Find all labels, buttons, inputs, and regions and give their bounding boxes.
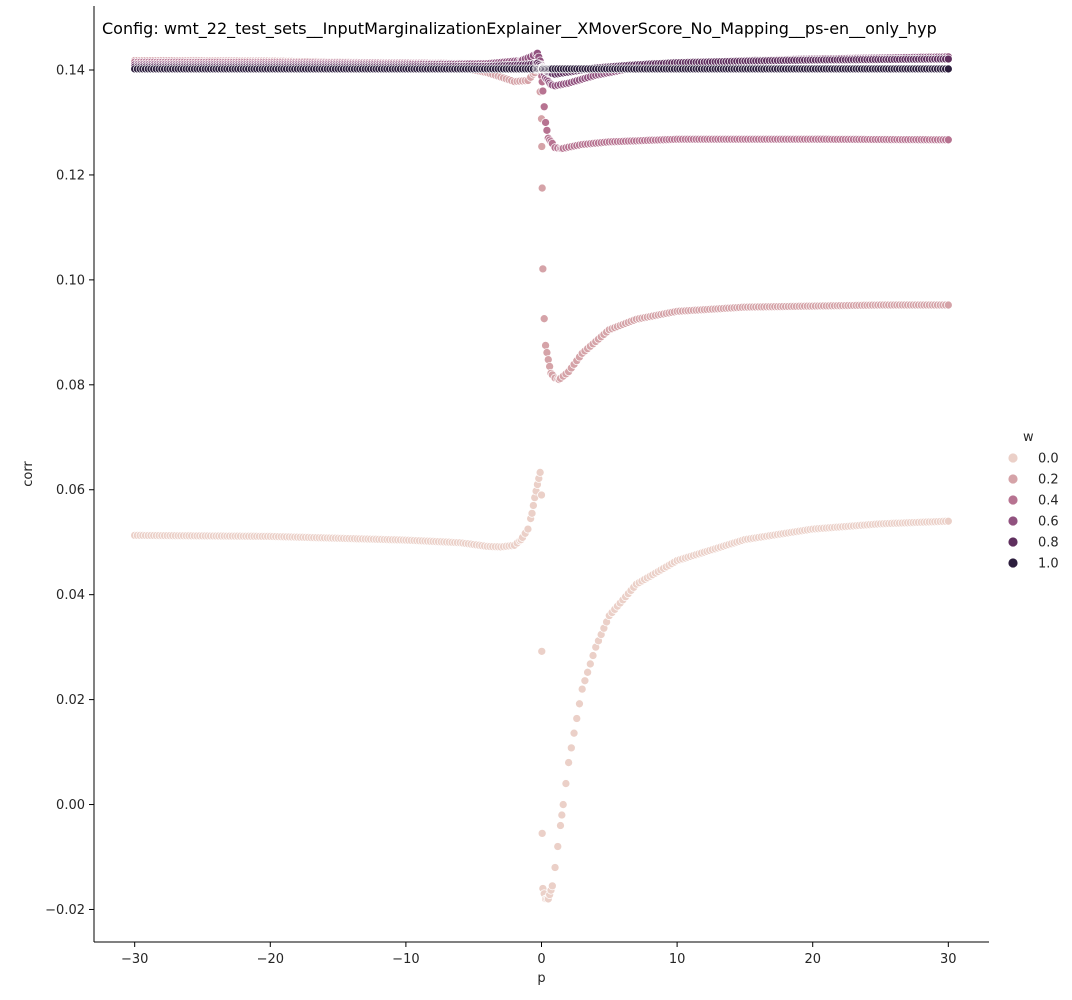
- legend: w 0.0 0.2 0.4 0.6 0.8 1.0: [1007, 430, 1059, 572]
- data-point: [585, 659, 595, 669]
- data-point: [542, 126, 552, 135]
- data-point: [541, 118, 550, 127]
- data-point: [523, 524, 533, 534]
- legend-label: 0.8: [1038, 536, 1059, 551]
- y-tick-label: 0.04: [56, 588, 85, 603]
- legend-marker: [1007, 515, 1019, 527]
- legend-label: 0.6: [1038, 515, 1059, 530]
- legend-label: 0.2: [1038, 473, 1059, 488]
- data-point: [539, 102, 549, 112]
- y-tick-label: 0.12: [56, 168, 85, 183]
- data-point: [564, 758, 573, 767]
- data-point: [943, 135, 953, 145]
- points-layer: [130, 48, 953, 904]
- y-axis-title: corr: [21, 461, 36, 487]
- y-tick-label: 0.08: [56, 378, 85, 393]
- y-tick-label: −0.02: [45, 903, 85, 918]
- legend-label: 1.0: [1038, 557, 1059, 572]
- data-point: [529, 501, 538, 510]
- legend-marker: [1007, 452, 1019, 464]
- data-point: [527, 508, 537, 518]
- data-point: [537, 183, 547, 193]
- x-tick-label: 0: [537, 952, 545, 967]
- data-point: [553, 842, 563, 851]
- x-tick-label: 30: [940, 952, 957, 967]
- data-point: [588, 651, 598, 660]
- legend-title: w: [1023, 430, 1034, 445]
- legend-marker: [1007, 494, 1019, 506]
- legend-label: 0.4: [1038, 494, 1059, 509]
- data-point: [537, 829, 547, 838]
- data-point: [537, 646, 547, 656]
- data-point: [535, 468, 545, 477]
- data-point: [943, 54, 953, 64]
- legend-label: 0.0: [1038, 452, 1059, 467]
- data-point: [572, 714, 582, 723]
- data-point: [538, 264, 548, 274]
- data-point: [550, 863, 560, 872]
- data-point: [539, 314, 549, 324]
- legend-marker: [1007, 473, 1019, 485]
- y-tick-label: 0.10: [56, 273, 85, 288]
- data-point: [583, 667, 592, 677]
- y-tick-label: 0.00: [56, 798, 85, 813]
- data-point: [580, 676, 590, 686]
- y-tick-label: 0.02: [56, 693, 85, 708]
- data-point: [557, 810, 567, 820]
- data-point: [558, 800, 568, 809]
- data-point: [569, 728, 579, 738]
- data-point: [542, 348, 552, 357]
- legend-marker: [1007, 536, 1019, 548]
- data-point: [943, 300, 953, 310]
- x-ticks: −30 −20 −10 0 10 20 30: [121, 942, 957, 967]
- data-point: [943, 64, 953, 74]
- x-axis-title: p: [537, 971, 545, 986]
- data-point: [577, 684, 587, 694]
- data-point: [561, 779, 571, 788]
- y-tick-label: 0.14: [56, 64, 85, 79]
- x-tick-label: −30: [121, 952, 148, 967]
- data-point: [538, 86, 548, 96]
- data-point: [943, 516, 953, 526]
- legend-marker: [1007, 557, 1019, 569]
- data-point: [547, 881, 557, 891]
- data-point: [575, 699, 584, 709]
- data-point: [566, 743, 576, 753]
- chart-title: Config: wmt_22_test_sets__InputMarginali…: [102, 19, 937, 39]
- data-point: [556, 821, 565, 830]
- x-tick-label: 10: [669, 952, 686, 967]
- x-tick-label: 20: [804, 952, 821, 967]
- data-point: [541, 341, 550, 350]
- y-ticks: −0.02 0.00 0.02 0.04 0.06 0.08 0.10 0.12 0.14: [45, 64, 94, 918]
- y-tick-label: 0.06: [56, 483, 85, 498]
- data-point: [537, 490, 546, 500]
- x-tick-label: −10: [392, 952, 419, 967]
- data-point: [537, 142, 547, 151]
- x-tick-label: −20: [257, 952, 284, 967]
